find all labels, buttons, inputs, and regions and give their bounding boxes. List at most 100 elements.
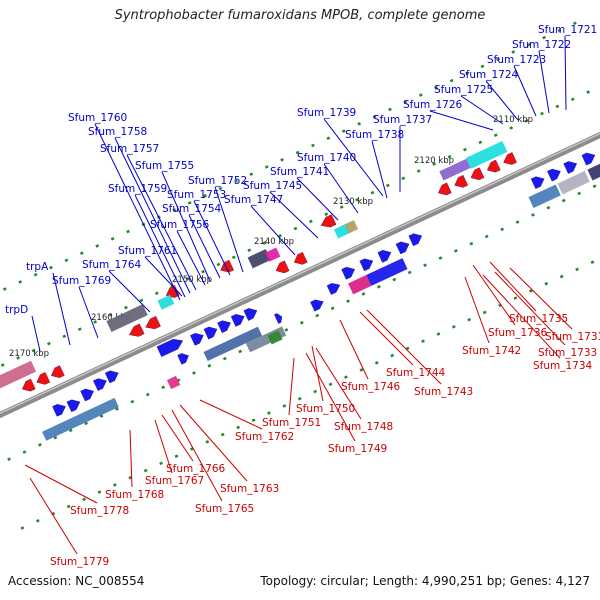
forward-gene-arrow [105, 370, 119, 384]
scale-tick [572, 21, 577, 26]
scale-tick [192, 371, 196, 375]
scale-tick [339, 205, 344, 209]
scale-tick [359, 368, 364, 372]
gene-leader-line [199, 399, 263, 430]
scale-tick [95, 244, 100, 248]
scale-tick [16, 356, 21, 360]
operon-block [466, 140, 508, 169]
forward-gene-arrow [310, 299, 324, 312]
gene-label: Sfum_1754 [162, 203, 222, 215]
scale-tick [130, 399, 135, 404]
scale-tick [434, 86, 439, 90]
forward-gene-arrow [341, 266, 355, 280]
gene-label: Sfum_1751 [262, 417, 321, 429]
scale-tick [251, 418, 256, 423]
scale-tick [218, 186, 223, 191]
gene-leader-line [296, 177, 339, 221]
operon-block [42, 397, 119, 441]
gene-leader-line [114, 137, 191, 294]
scale-tick [264, 165, 269, 169]
scale-tick [249, 172, 254, 176]
scale-tick [438, 256, 443, 260]
gene-label: Sfum_1767 [145, 475, 204, 487]
gene-leader-line [482, 274, 561, 359]
scale-tick [449, 78, 454, 83]
scale-tick [145, 392, 150, 397]
scale-tick [108, 312, 113, 317]
gene-leader-line [161, 414, 194, 462]
scale-tick [79, 251, 84, 255]
gene-label: Sfum_1739 [297, 107, 356, 119]
scale-tick [247, 248, 252, 252]
scale-tick [515, 220, 520, 224]
gene-label: Sfum_1725 [434, 84, 493, 96]
operon-block [267, 330, 283, 345]
scale-tick [418, 93, 423, 97]
scale-tick [590, 260, 595, 265]
scale-tick [478, 140, 483, 145]
gene-leader-line [126, 154, 197, 291]
gene-label: Sfum_1778 [70, 505, 129, 517]
gene-label: Sfum_1750 [296, 403, 355, 415]
forward-gene-arrow [177, 353, 189, 365]
scale-tick [531, 213, 535, 217]
gene-label: trpA [26, 261, 49, 273]
forward-gene-arrow [408, 233, 423, 247]
scale-tick [220, 432, 225, 437]
gene-leader-line [460, 95, 504, 125]
forward-gene-arrow [377, 250, 392, 263]
gene-label: Sfum_1731 [545, 331, 600, 343]
scale-tick [324, 212, 329, 217]
operon-block [528, 184, 561, 209]
scale-tick [540, 111, 544, 116]
scale-tick [495, 57, 500, 61]
gene-label: Sfum_1756 [150, 219, 210, 231]
scale-tick [570, 97, 575, 102]
scale-tick [53, 435, 58, 440]
gene-leader-line [315, 347, 362, 420]
gene-leader-line [564, 35, 567, 111]
gene-leader-line [52, 272, 71, 346]
forward-gene-arrow [395, 241, 410, 255]
operon-block [166, 375, 181, 390]
forward-gene-arrow [156, 338, 184, 357]
scale-tick [278, 233, 282, 238]
gene-label: Sfum_1759 [108, 183, 167, 195]
scale-tick [216, 262, 221, 267]
gene-leader-line [154, 419, 173, 474]
scale-tick [115, 407, 119, 411]
gene-leader-line [188, 214, 221, 279]
gene-leader-line [288, 357, 295, 416]
scale-tick [187, 201, 192, 205]
gene-leader-line [323, 118, 384, 197]
gene-leader-line [78, 286, 99, 339]
scale-tick [401, 176, 406, 181]
scale-tick [372, 114, 377, 119]
gene-label: Sfum_1752 [188, 175, 247, 187]
scale-tick [77, 327, 82, 331]
scale-tick [557, 28, 562, 33]
page-title: Syntrophobacter fumaroxidans MPOB, compl… [114, 8, 486, 23]
operon-block [106, 304, 148, 333]
kbp-tick-label: 2140 kbp [254, 237, 294, 247]
scale-tick [374, 360, 379, 365]
backbone-highlight [0, 132, 600, 415]
scale-tick [405, 346, 410, 351]
gene-leader-line [538, 50, 550, 114]
scale-tick [524, 118, 529, 123]
gene-leader-line [359, 311, 414, 366]
scale-tick [238, 349, 243, 354]
forward-gene-arrow [563, 161, 578, 174]
gene-leader-line [472, 264, 516, 326]
forward-gene-arrow [274, 313, 283, 324]
gene-label: Sfum_1760 [68, 112, 127, 124]
scale-tick [20, 526, 25, 530]
gene-leader-line [171, 409, 223, 502]
scale-tick [110, 236, 115, 241]
scale-tick [480, 64, 485, 69]
scale-tick [467, 317, 472, 322]
reverse-gene-arrow [50, 365, 65, 378]
reverse-gene-arrow [437, 182, 452, 196]
gene-leader-line [179, 404, 248, 482]
